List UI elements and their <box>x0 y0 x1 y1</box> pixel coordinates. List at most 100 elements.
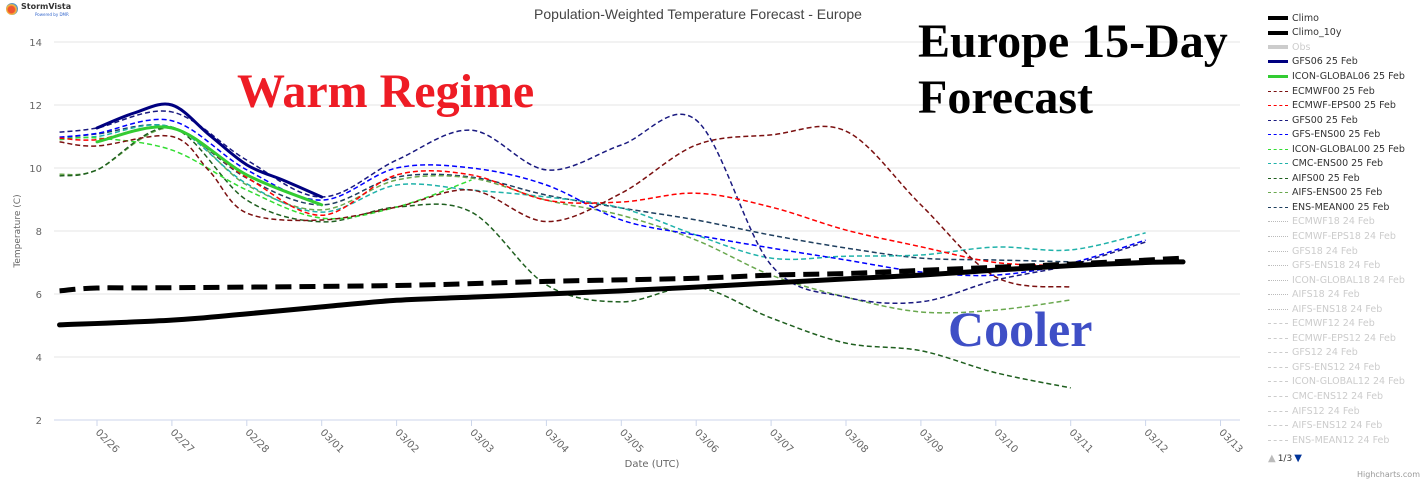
legend-item[interactable]: CMC-ENS12 24 Feb <box>1268 389 1405 404</box>
y-tick-label: 12 <box>29 101 42 112</box>
legend-item[interactable]: ICON-GLOBAL00 25 Feb <box>1268 142 1405 157</box>
legend-label: GFS-ENS12 24 Feb <box>1292 361 1381 373</box>
x-tick-label: 03/09 <box>917 427 945 455</box>
legend-label: Climo_10y <box>1292 27 1342 39</box>
legend-symbol <box>1268 45 1288 50</box>
legend-item[interactable]: ENS-MEAN00 25 Feb <box>1268 200 1405 215</box>
y-tick-label: 4 <box>36 353 42 364</box>
x-tick-label: 03/02 <box>392 427 420 455</box>
y-axis-label: Temperature (C) <box>13 194 23 268</box>
legend-label: ICON-GLOBAL18 24 Feb <box>1292 274 1405 286</box>
legend-item[interactable]: CMC-ENS00 25 Feb <box>1268 156 1405 171</box>
legend-label: ICON-GLOBAL00 25 Feb <box>1292 143 1405 155</box>
legend-item[interactable]: AIFS00 25 Feb <box>1268 171 1405 186</box>
legend-symbol <box>1268 192 1288 194</box>
legend-page-up-icon[interactable]: ▲ <box>1268 453 1276 464</box>
legend: Climo Climo_10y Obs GFS06 25 Feb ICON-GLOBAL… <box>1268 11 1405 447</box>
legend-label: ECMWF-EPS12 24 Feb <box>1292 332 1396 344</box>
legend-item[interactable]: GFS00 25 Feb <box>1268 113 1405 128</box>
legend-item[interactable]: Obs <box>1268 40 1405 55</box>
legend-item[interactable]: ECMWF18 24 Feb <box>1268 215 1405 230</box>
legend-symbol <box>1268 425 1288 427</box>
legend-symbol <box>1268 74 1288 78</box>
legend-item[interactable]: GFS12 24 Feb <box>1268 346 1405 361</box>
legend-page-down-icon[interactable]: ▼ <box>1294 453 1302 464</box>
legend-item[interactable]: AIFS-ENS18 24 Feb <box>1268 302 1405 317</box>
x-tick-label: 03/11 <box>1067 427 1095 455</box>
legend-label: GFS12 24 Feb <box>1292 347 1358 359</box>
legend-item[interactable]: AIFS-ENS12 24 Feb <box>1268 418 1405 433</box>
legend-symbol <box>1268 105 1288 107</box>
x-tick-label: 03/08 <box>842 427 870 455</box>
legend-label: ECMWF18 24 Feb <box>1292 216 1375 228</box>
legend-item[interactable]: ECMWF00 25 Feb <box>1268 84 1405 99</box>
legend-item[interactable]: ICON-GLOBAL18 24 Feb <box>1268 273 1405 288</box>
series-line-climo-10y <box>59 255 1184 294</box>
chart-title: Population-Weighted Temperature Forecast… <box>534 6 862 22</box>
legend-symbol <box>1268 308 1288 310</box>
legend-label: AIFS-ENS18 24 Feb <box>1292 303 1383 315</box>
series-line-gfs06-25-feb <box>95 102 324 199</box>
legend-item[interactable]: Climo <box>1268 11 1405 26</box>
legend-item[interactable]: GFS-ENS00 25 Feb <box>1268 127 1405 142</box>
legend-symbol <box>1268 337 1288 339</box>
cooler-annotation: Cooler <box>948 301 1093 357</box>
legend-item[interactable]: ECMWF-EPS00 25 Feb <box>1268 98 1405 113</box>
series-line-ecmwf00-25-feb <box>59 125 1071 288</box>
legend-item[interactable]: GFS18 24 Feb <box>1268 244 1405 259</box>
x-tick-label: 03/10 <box>992 427 1020 455</box>
legend-item[interactable]: ICON-GLOBAL12 24 Feb <box>1268 375 1405 390</box>
legend-item[interactable]: Climo_10y <box>1268 26 1405 41</box>
legend-symbol <box>1268 366 1288 368</box>
legend-label: Climo <box>1292 12 1319 24</box>
legend-symbol <box>1268 134 1288 136</box>
legend-symbol <box>1268 119 1288 121</box>
legend-label: AIFS18 24 Feb <box>1292 289 1360 301</box>
legend-symbol <box>1268 395 1288 397</box>
legend-item[interactable]: ECMWF-EPS18 24 Feb <box>1268 229 1405 244</box>
legend-item[interactable]: ICON-GLOBAL06 25 Feb <box>1268 69 1405 84</box>
europe-forecast-annotation: Europe 15-Day Forecast <box>918 14 1228 126</box>
legend-label: ECMWF-EPS00 25 Feb <box>1292 100 1396 112</box>
y-tick-label: 10 <box>29 164 42 175</box>
logo-words: StormVista Powered by DMR <box>21 2 71 17</box>
y-tick-label: 2 <box>36 416 42 427</box>
logo-subtext: Powered by DMR <box>35 12 69 17</box>
legend-item[interactable]: AIFS12 24 Feb <box>1268 404 1405 419</box>
legend-label: Obs <box>1292 41 1311 53</box>
legend-pager: ▲ 1/3 ▼ <box>1268 453 1302 464</box>
legend-item[interactable]: GFS-ENS12 24 Feb <box>1268 360 1405 375</box>
legend-symbol <box>1268 294 1288 296</box>
legend-symbol <box>1268 439 1288 441</box>
legend-item[interactable]: AIFS18 24 Feb <box>1268 287 1405 302</box>
legend-symbol <box>1268 221 1288 223</box>
series-line-icon-global06-25-feb <box>95 125 324 207</box>
legend-item[interactable]: GFS-ENS18 24 Feb <box>1268 258 1405 273</box>
europe-annotation-line2: Forecast <box>918 71 1094 124</box>
warm-regime-annotation: Warm Regime <box>237 65 535 118</box>
legend-symbol <box>1268 177 1288 179</box>
legend-item[interactable]: ECMWF-EPS12 24 Feb <box>1268 331 1405 346</box>
series-line-icon-global00-25-feb <box>59 136 472 220</box>
legend-item[interactable]: GFS06 25 Feb <box>1268 55 1405 70</box>
legend-label: ECMWF-EPS18 24 Feb <box>1292 230 1396 242</box>
legend-item[interactable]: ECMWF12 24 Feb <box>1268 316 1405 331</box>
x-tick-label: 03/01 <box>318 427 346 455</box>
legend-item[interactable]: ENS-MEAN12 24 Feb <box>1268 433 1405 448</box>
legend-symbol <box>1268 148 1288 150</box>
legend-label: CMC-ENS12 24 Feb <box>1292 390 1384 402</box>
legend-label: AIFS-ENS12 24 Feb <box>1292 420 1383 432</box>
legend-item[interactable]: AIFS-ENS00 25 Feb <box>1268 186 1405 201</box>
x-tick-label: 03/13 <box>1216 427 1244 455</box>
stormvista-logo[interactable]: StormVista Powered by DMR <box>6 2 71 17</box>
legend-label: ICON-GLOBAL06 25 Feb <box>1292 70 1405 82</box>
legend-label: ECMWF12 24 Feb <box>1292 318 1375 330</box>
series-line-aifs00-25-feb <box>59 126 1071 389</box>
legend-label: ENS-MEAN12 24 Feb <box>1292 434 1390 446</box>
series-line-cmc-ens00-25-feb <box>59 124 1146 261</box>
legend-label: AIFS-ENS00 25 Feb <box>1292 187 1383 199</box>
highcharts-credits[interactable]: Highcharts.com <box>1357 470 1420 479</box>
legend-page-indicator: 1/3 <box>1277 453 1293 464</box>
x-tick-label: 03/06 <box>692 427 720 455</box>
